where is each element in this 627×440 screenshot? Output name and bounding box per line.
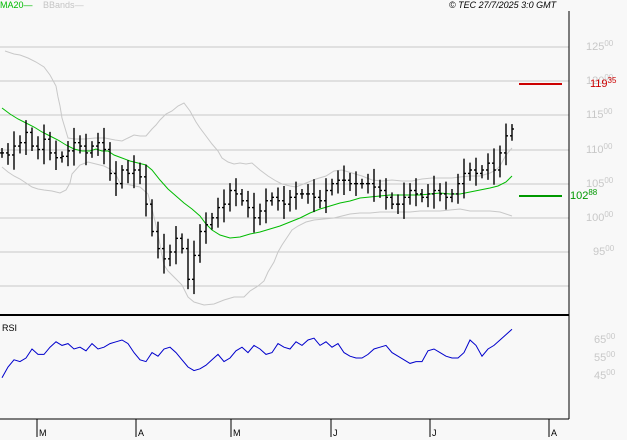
price-axis-label: 10500 (586, 176, 614, 191)
support-label: 10288 (570, 188, 598, 203)
month-label: J (333, 428, 338, 438)
month-label: M (39, 428, 47, 438)
month-label: J (432, 428, 437, 438)
copyright-timestamp: © TEC 27/7/2025 3:0 GMT (449, 0, 557, 10)
legend-ma20: MA20— (0, 0, 33, 10)
legend-bbands: BBands— (43, 0, 84, 10)
rsi-title: RSI (2, 323, 18, 333)
ohlc-bars (0, 120, 514, 295)
price-axis-label: 12500 (586, 39, 614, 54)
bbands-upper-line (4, 50, 513, 188)
rsi-line (1, 328, 513, 379)
month-label: A (138, 428, 145, 438)
month-ticks (36, 419, 550, 437)
rsi-axis-label: 6500 (594, 332, 616, 347)
bbands-lower-line (1, 161, 513, 306)
rsi-axis-label: 4500 (594, 368, 616, 383)
resistance-label: 11935 (590, 76, 617, 91)
price-axis-label: 11500 (586, 107, 613, 122)
price-axis-label: 12000 (586, 73, 614, 88)
price-axis-label: 9500 (593, 244, 615, 259)
month-label: M (233, 428, 241, 438)
month-label: A (551, 428, 558, 438)
price-grid (0, 46, 569, 287)
rsi-axis-label: 5500 (594, 350, 616, 365)
price-axis-label: 10000 (586, 210, 614, 225)
price-axis-label: 11000 (586, 142, 613, 157)
chart-legend: MA20— BBands— (0, 0, 84, 11)
